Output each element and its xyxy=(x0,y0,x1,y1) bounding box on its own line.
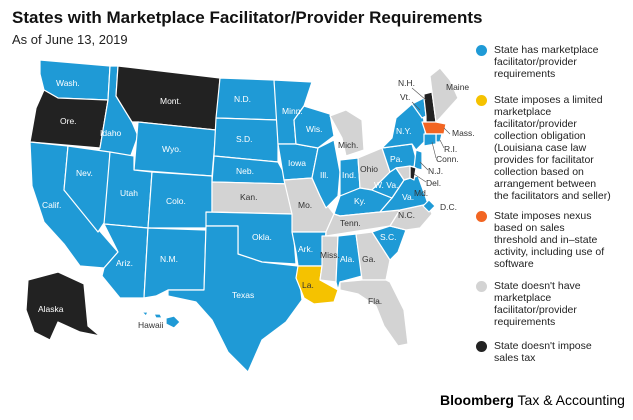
map-title: States with Marketplace Facilitator/Prov… xyxy=(12,8,483,27)
state-label-MT: Mont. xyxy=(160,96,181,106)
state-GA xyxy=(355,231,391,281)
state-label-SD: S.D. xyxy=(236,134,253,144)
state-label-WA: Wash. xyxy=(56,78,80,88)
state-label-NJ: N.J. xyxy=(428,166,443,176)
leader-RI xyxy=(439,139,445,149)
legend-label: State imposes a limited marketplace faci… xyxy=(494,94,611,202)
state-label-NH: N.H. xyxy=(398,78,415,88)
leader-lines xyxy=(411,87,451,183)
state-label-IN: Ind. xyxy=(342,170,356,180)
brand-name: Bloomberg xyxy=(440,392,514,408)
state-label-WI: Wis. xyxy=(306,124,323,134)
state-TX xyxy=(167,225,303,373)
state-label-NM: N.M. xyxy=(160,254,178,264)
state-label-ME: Maine xyxy=(446,82,469,92)
state-label-AL: Ala. xyxy=(340,254,355,264)
state-label-ND: N.D. xyxy=(234,94,251,104)
state-RI xyxy=(435,133,443,143)
legend-swatch-has-requirement xyxy=(476,45,487,56)
leader-NH xyxy=(411,87,427,101)
state-labels: Wash. Ore. Calif. Idaho Nev. Mont. Wyo. … xyxy=(38,78,475,330)
state-label-OH: Ohio xyxy=(360,164,378,174)
state-label-NC: N.C. xyxy=(398,210,415,220)
legend-swatch-nexus xyxy=(476,211,487,222)
state-label-RI: R.I. xyxy=(444,144,457,154)
state-label-CA: Calif. xyxy=(42,200,61,210)
legend-swatch-no-sales-tax xyxy=(476,341,487,352)
state-label-OR: Ore. xyxy=(60,116,77,126)
state-MI xyxy=(329,109,365,157)
legend-label: State doesn't have marketplace facilitat… xyxy=(494,280,581,328)
state-label-MD: Md. xyxy=(414,188,428,198)
state-MS xyxy=(319,235,339,283)
state-CT xyxy=(423,133,437,147)
state-MA xyxy=(421,121,447,135)
state-label-NE: Neb. xyxy=(236,166,254,176)
state-label-IA: Iowa xyxy=(288,158,306,168)
state-label-MN: Minn. xyxy=(282,106,303,116)
state-label-VT: Vt. xyxy=(400,92,410,102)
state-label-WV: W. Va. xyxy=(374,180,398,190)
state-label-HI: Hawaii xyxy=(138,320,164,330)
state-label-MI: Mich. xyxy=(338,140,358,150)
state-ME xyxy=(429,67,459,123)
legend-label: State has marketplace facilitator/provid… xyxy=(494,44,599,80)
state-label-MS: Miss. xyxy=(320,250,340,260)
state-NV xyxy=(63,145,111,233)
brand-logo: Bloomberg Tax & Accounting xyxy=(440,392,625,408)
legend-label: State imposes nexus based on sales thres… xyxy=(494,210,605,270)
state-label-MA: Mass. xyxy=(452,128,475,138)
state-label-AR: Ark. xyxy=(298,244,313,254)
state-label-NV: Nev. xyxy=(76,168,93,178)
state-label-MO: Mo. xyxy=(298,200,312,210)
state-label-UT: Utah xyxy=(120,188,138,198)
state-label-VA: Va. xyxy=(402,192,414,202)
brand-suffix: Tax & Accounting xyxy=(513,392,625,408)
state-IL xyxy=(311,139,341,209)
state-NJ xyxy=(413,149,423,171)
state-label-FL: Fla. xyxy=(368,296,382,306)
map-subtitle: As of June 13, 2019 xyxy=(12,32,128,47)
state-label-IL: Ill. xyxy=(320,170,329,180)
leader-MA xyxy=(443,127,451,135)
state-label-OK: Okla. xyxy=(252,232,272,242)
state-MD xyxy=(395,165,411,181)
leader-DE xyxy=(413,173,427,183)
state-SC xyxy=(371,225,407,261)
state-AK xyxy=(25,271,101,341)
state-label-LA: La. xyxy=(302,280,314,290)
state-label-AZ: Ariz. xyxy=(116,258,133,268)
state-label-TX: Texas xyxy=(232,290,254,300)
state-label-AK: Alaska xyxy=(38,304,64,314)
state-label-KY: Ky. xyxy=(354,196,366,206)
state-label-GA: Ga. xyxy=(362,254,376,264)
state-label-TN: Tenn. xyxy=(340,218,361,228)
leader-CT xyxy=(431,141,437,159)
state-label-NY: N.Y. xyxy=(396,126,411,136)
leader-VT xyxy=(411,101,421,111)
state-label-CT: Conn. xyxy=(436,154,459,164)
legend-swatch-no-requirement xyxy=(476,281,487,292)
state-label-SC: S.C. xyxy=(380,232,397,242)
state-label-DE: Del. xyxy=(426,178,441,188)
state-label-KS: Kan. xyxy=(240,192,258,202)
state-label-ID: Idaho xyxy=(100,128,122,138)
state-DC xyxy=(422,199,436,213)
state-label-PA: Pa. xyxy=(390,154,403,164)
state-label-DC: D.C. xyxy=(440,202,457,212)
state-label-WY: Wyo. xyxy=(162,144,181,154)
state-label-CO: Colo. xyxy=(166,196,186,206)
legend-label: State doesn't impose sales tax xyxy=(494,340,592,364)
state-FL xyxy=(339,279,409,347)
state-HI xyxy=(141,311,181,329)
legend-swatch-limited-obligation xyxy=(476,95,487,106)
leader-NJ xyxy=(419,161,429,171)
